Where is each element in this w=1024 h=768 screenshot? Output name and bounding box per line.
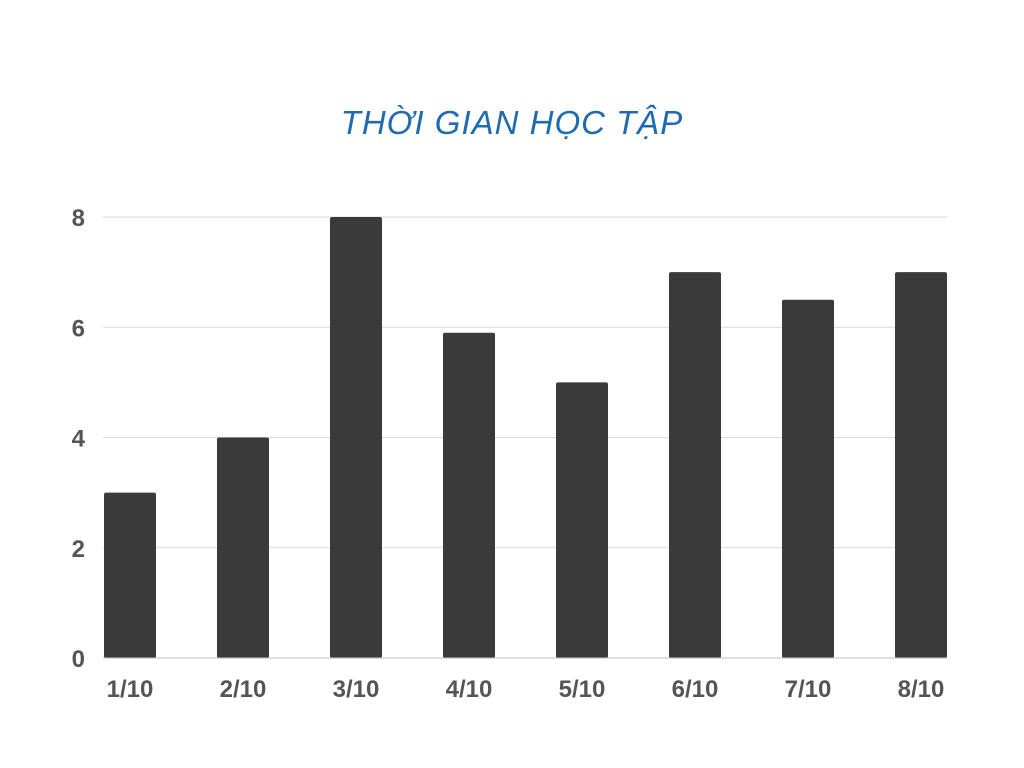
y-tick-label: 4 — [72, 426, 86, 453]
chart-title: THỜI GIAN HỌC TẬP — [340, 104, 684, 141]
bar-5-10 — [556, 382, 608, 658]
bar-8-10 — [895, 272, 947, 658]
x-tick-label: 3/10 — [333, 676, 380, 703]
bar-2-10 — [217, 437, 269, 658]
y-axis-ticks: 0 2 4 6 8 — [72, 205, 86, 673]
x-tick-label: 7/10 — [785, 676, 832, 703]
x-tick-label: 4/10 — [446, 676, 493, 703]
x-tick-label: 2/10 — [220, 676, 267, 703]
y-tick-label: 8 — [72, 205, 85, 232]
bars — [104, 217, 947, 658]
y-tick-label: 6 — [72, 315, 85, 342]
x-tick-label: 6/10 — [672, 676, 719, 703]
y-tick-label: 2 — [72, 536, 85, 563]
y-tick-label: 0 — [72, 646, 85, 673]
x-tick-label: 1/10 — [107, 676, 154, 703]
bar-7-10 — [782, 299, 834, 658]
x-axis-ticks: 1/10 2/10 3/10 4/10 5/10 6/10 7/10 8/10 — [107, 676, 945, 703]
bar-3-10 — [330, 217, 382, 658]
bar-4-10 — [443, 332, 495, 658]
bar-6-10 — [669, 272, 721, 658]
x-tick-label: 5/10 — [559, 676, 606, 703]
x-tick-label: 8/10 — [898, 676, 945, 703]
bar-1-10 — [104, 492, 156, 658]
